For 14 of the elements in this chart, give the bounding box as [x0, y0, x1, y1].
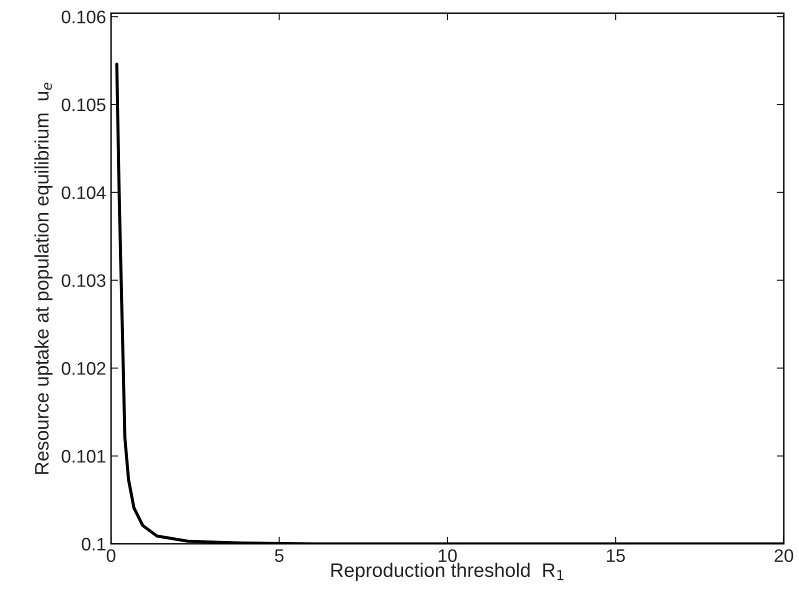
x-tick-label: 5 — [274, 549, 284, 562]
y-tick-label: 0.104 — [62, 186, 106, 200]
y-tick-label: 0.102 — [62, 362, 106, 375]
y-tick-label: 0.105 — [62, 98, 106, 112]
y-tick-label: 0.106 — [62, 10, 106, 24]
y-tick-label: 0.1 — [82, 538, 106, 551]
x-tick-label: 20 — [774, 549, 794, 562]
y-tick-label: 0.103 — [62, 274, 106, 287]
y-tick-label: 0.101 — [62, 450, 106, 463]
x-tick-label: 0 — [106, 549, 116, 562]
y-axis-title: Resource uptake at population equilibrium u$_{e}$ — [34, 82, 53, 474]
x-tick-label: 15 — [606, 549, 625, 562]
x-tick-label: 10 — [438, 549, 457, 562]
x-axis-title: Reproduction threshold R$_{1}$ — [331, 562, 564, 581]
